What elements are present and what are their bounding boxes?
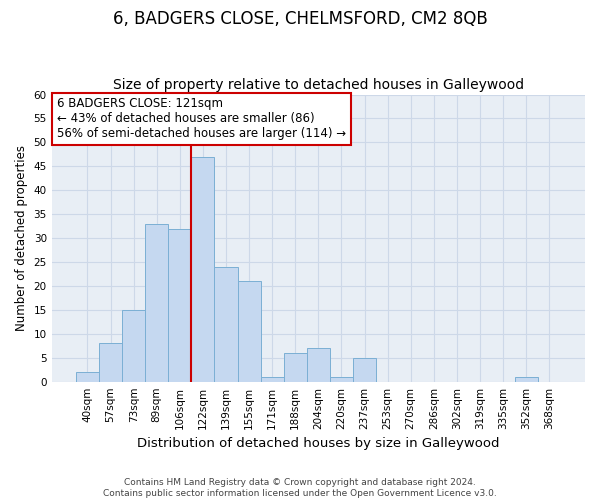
Bar [353,358,376,382]
Bar [238,281,260,382]
Bar [284,353,307,382]
Text: 6, BADGERS CLOSE, CHELMSFORD, CM2 8QB: 6, BADGERS CLOSE, CHELMSFORD, CM2 8QB [113,10,487,28]
Bar [168,228,191,382]
Bar [214,267,238,382]
Bar [76,372,99,382]
Title: Size of property relative to detached houses in Galleywood: Size of property relative to detached ho… [113,78,524,92]
Bar [260,377,284,382]
Y-axis label: Number of detached properties: Number of detached properties [15,145,28,331]
Bar [191,157,214,382]
Bar [330,377,353,382]
X-axis label: Distribution of detached houses by size in Galleywood: Distribution of detached houses by size … [137,437,500,450]
Text: 6 BADGERS CLOSE: 121sqm
← 43% of detached houses are smaller (86)
56% of semi-de: 6 BADGERS CLOSE: 121sqm ← 43% of detache… [57,98,346,140]
Bar [515,377,538,382]
Bar [122,310,145,382]
Bar [99,344,122,382]
Text: Contains HM Land Registry data © Crown copyright and database right 2024.
Contai: Contains HM Land Registry data © Crown c… [103,478,497,498]
Bar [307,348,330,382]
Bar [145,224,168,382]
